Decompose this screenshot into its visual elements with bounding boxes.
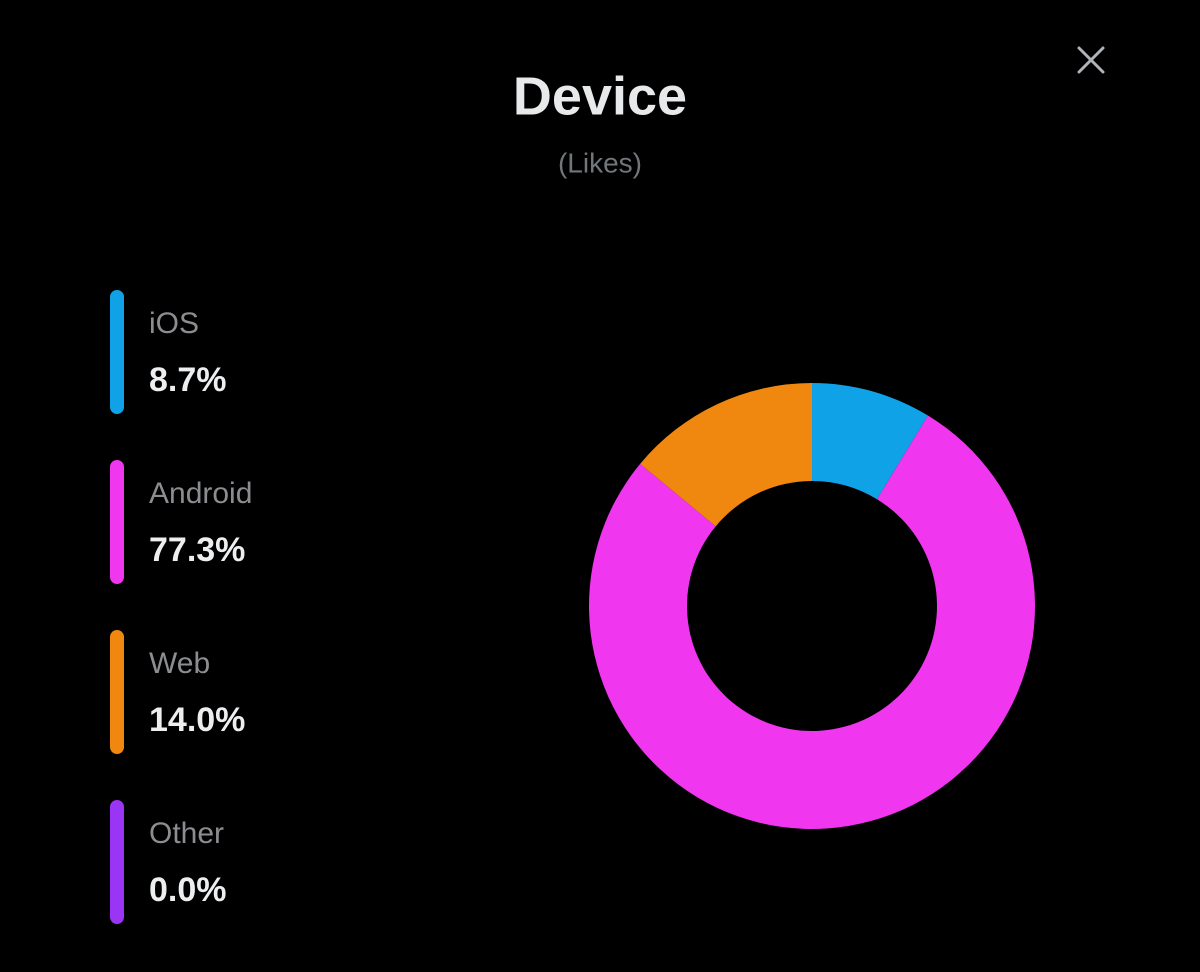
legend-value: 0.0% [149,871,227,909]
legend-label: Android [149,477,252,510]
close-button[interactable] [1077,46,1105,74]
legend-swatch [110,800,124,924]
legend-swatch [110,290,124,414]
chart-title: Device [513,66,687,126]
legend-value: 8.7% [149,361,227,399]
legend-label: iOS [149,307,199,340]
legend-label: Other [149,817,224,850]
legend-value: 77.3% [149,531,245,569]
pie-segment [640,383,812,527]
legend-swatch [110,630,124,754]
close-icon [1077,46,1105,74]
chart-subtitle: (Likes) [558,147,642,178]
legend-value: 14.0% [149,701,245,739]
legend-swatch [110,460,124,584]
pie-segment [589,415,1035,829]
pie-segment [812,383,928,500]
legend-label: Web [149,647,210,680]
